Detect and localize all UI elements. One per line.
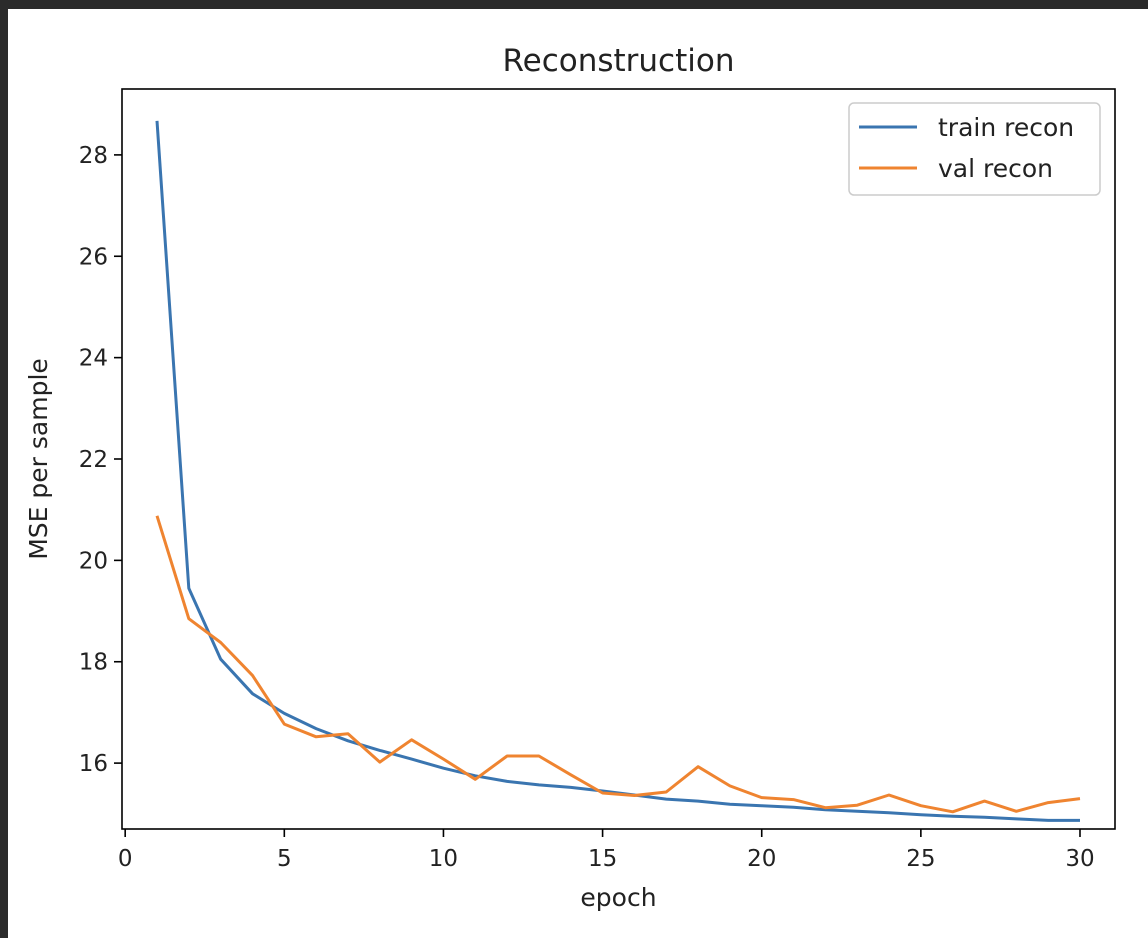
y-axis-ticks: 16 18 20 22 24 26 28 — [79, 143, 122, 777]
x-tick-label: 0 — [118, 846, 133, 872]
x-tick-label: 20 — [747, 846, 776, 872]
y-axis-label: MSE per sample — [24, 358, 53, 560]
x-axis-label: epoch — [580, 883, 656, 912]
legend-label-val-recon: val recon — [938, 154, 1053, 183]
y-tick-label: 26 — [79, 244, 108, 270]
x-tick-label: 30 — [1065, 846, 1094, 872]
y-tick-label: 18 — [79, 650, 108, 676]
series-line-train-recon — [155, 120, 1080, 822]
y-tick-label: 16 — [79, 751, 108, 777]
x-tick-label: 25 — [906, 846, 935, 872]
x-axis-ticks: 0 5 10 15 20 25 30 — [118, 829, 1095, 872]
x-tick-label: 15 — [588, 846, 617, 872]
plot-area-frame — [121, 88, 1116, 830]
x-tick-label: 10 — [429, 846, 458, 872]
series-lines — [155, 120, 1081, 822]
legend-label-train-recon: train recon — [938, 113, 1074, 142]
y-tick-label: 22 — [79, 447, 108, 473]
series-line-val-recon — [155, 515, 1081, 814]
x-tick-label: 5 — [277, 846, 292, 872]
y-tick-label: 20 — [79, 548, 108, 574]
y-tick-label: 24 — [79, 346, 108, 372]
legend: train recon val recon — [848, 102, 1101, 196]
y-tick-label: 28 — [79, 143, 108, 169]
chart-title: Reconstruction — [502, 43, 734, 79]
